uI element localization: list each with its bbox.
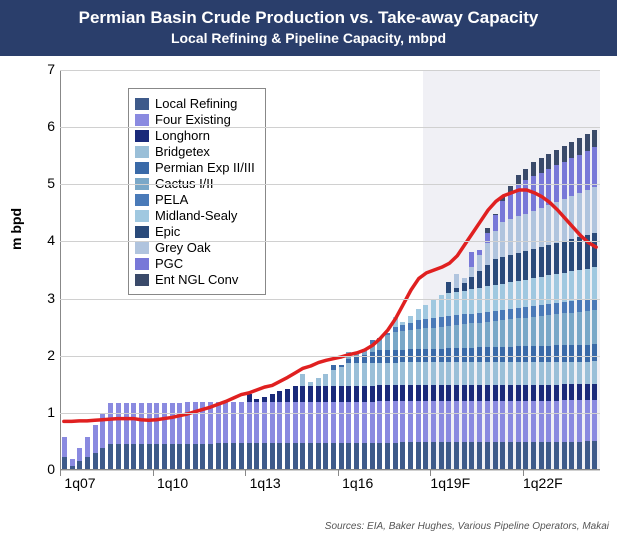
x-tick-label: 1q19F — [425, 475, 475, 491]
gridline — [60, 70, 600, 71]
chart-body: m bpd Local RefiningFour ExistingLonghor… — [0, 60, 617, 510]
legend-swatch — [135, 210, 149, 222]
chart-container: Permian Basin Crude Production vs. Take-… — [0, 0, 617, 536]
legend-label: Longhorn — [155, 128, 210, 143]
x-tick-label: 1q22F — [518, 475, 568, 491]
legend-label: Epic — [155, 224, 180, 239]
y-tick-label: 5 — [35, 175, 55, 191]
legend-item: Midland-Sealy — [135, 208, 255, 223]
x-tick-label: 1q10 — [148, 475, 198, 491]
gridline — [60, 299, 600, 300]
y-axis-line — [60, 70, 61, 470]
gridline — [60, 184, 600, 185]
legend-item: Local Refining — [135, 96, 255, 111]
legend-item: PGC — [135, 256, 255, 271]
legend-swatch — [135, 114, 149, 126]
x-tick-label: 1q16 — [333, 475, 383, 491]
legend-item: Epic — [135, 224, 255, 239]
legend-label: PELA — [155, 192, 188, 207]
x-tick-label: 1q07 — [55, 475, 105, 491]
y-tick-label: 7 — [35, 61, 55, 77]
y-tick-label: 1 — [35, 404, 55, 420]
x-tick-label: 1q13 — [240, 475, 290, 491]
legend-label: Four Existing — [155, 112, 231, 127]
legend-item: Bridgetex — [135, 144, 255, 159]
legend-item: Ent NGL Conv — [135, 272, 255, 287]
legend-swatch — [135, 242, 149, 254]
legend-label: Local Refining — [155, 96, 237, 111]
plot-area: Local RefiningFour ExistingLonghornBridg… — [60, 70, 600, 470]
gridline — [60, 241, 600, 242]
legend-swatch — [135, 146, 149, 158]
gridline — [60, 413, 600, 414]
legend-swatch — [135, 226, 149, 238]
gridline — [60, 356, 600, 357]
legend-label: PGC — [155, 256, 183, 271]
legend-swatch — [135, 194, 149, 206]
y-tick-label: 4 — [35, 232, 55, 248]
legend-swatch — [135, 162, 149, 174]
chart-header: Permian Basin Crude Production vs. Take-… — [0, 0, 617, 56]
legend-swatch — [135, 258, 149, 270]
chart-title: Permian Basin Crude Production vs. Take-… — [0, 8, 617, 28]
y-tick-label: 0 — [35, 461, 55, 477]
legend-label: Permian Exp II/III — [155, 160, 255, 175]
gridline — [60, 127, 600, 128]
y-tick-label: 3 — [35, 290, 55, 306]
legend-swatch — [135, 274, 149, 286]
chart-subtitle: Local Refining & Pipeline Capacity, mbpd — [0, 30, 617, 46]
legend-label: Ent NGL Conv — [155, 272, 238, 287]
legend-item: Permian Exp II/III — [135, 160, 255, 175]
gridline — [60, 470, 600, 471]
y-tick-label: 6 — [35, 118, 55, 134]
legend-swatch — [135, 98, 149, 110]
legend-item: PELA — [135, 192, 255, 207]
y-tick-label: 2 — [35, 347, 55, 363]
legend-label: Bridgetex — [155, 144, 210, 159]
source-text: Sources: EIA, Baker Hughes, Various Pipe… — [325, 521, 609, 532]
legend: Local RefiningFour ExistingLonghornBridg… — [128, 88, 266, 295]
y-axis-label: m bpd — [8, 208, 24, 250]
legend-swatch — [135, 130, 149, 142]
legend-label: Midland-Sealy — [155, 208, 237, 223]
legend-item: Four Existing — [135, 112, 255, 127]
legend-item: Longhorn — [135, 128, 255, 143]
